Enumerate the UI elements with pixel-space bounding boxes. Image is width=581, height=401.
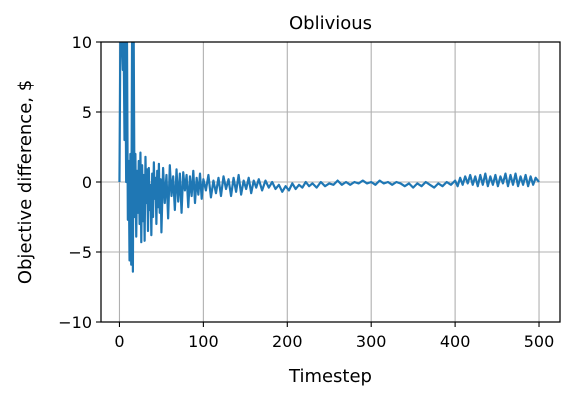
- series-layer: [118, 42, 540, 273]
- x-ticks: 0 100 200 300 400 500: [114, 322, 554, 351]
- y-ticks: −10 −5 0 5 10: [58, 33, 101, 332]
- x-tick-label: 100: [188, 332, 219, 351]
- y-axis-label: Objective difference, $: [15, 80, 36, 284]
- x-tick-label: 200: [272, 332, 303, 351]
- x-tick-label: 0: [114, 332, 124, 351]
- x-tick-label: 500: [524, 332, 555, 351]
- y-tick-label: 10: [72, 33, 92, 52]
- y-tick-label: 5: [82, 103, 92, 122]
- x-tick-label: 400: [440, 332, 471, 351]
- y-tick-label: −5: [68, 243, 92, 262]
- x-tick-label: 300: [356, 332, 387, 351]
- series-line: [118, 42, 540, 273]
- x-axis-label: Timestep: [288, 366, 372, 387]
- y-tick-label: −10: [58, 313, 92, 332]
- y-tick-label: 0: [82, 173, 92, 192]
- chart-title: Oblivious: [289, 13, 372, 34]
